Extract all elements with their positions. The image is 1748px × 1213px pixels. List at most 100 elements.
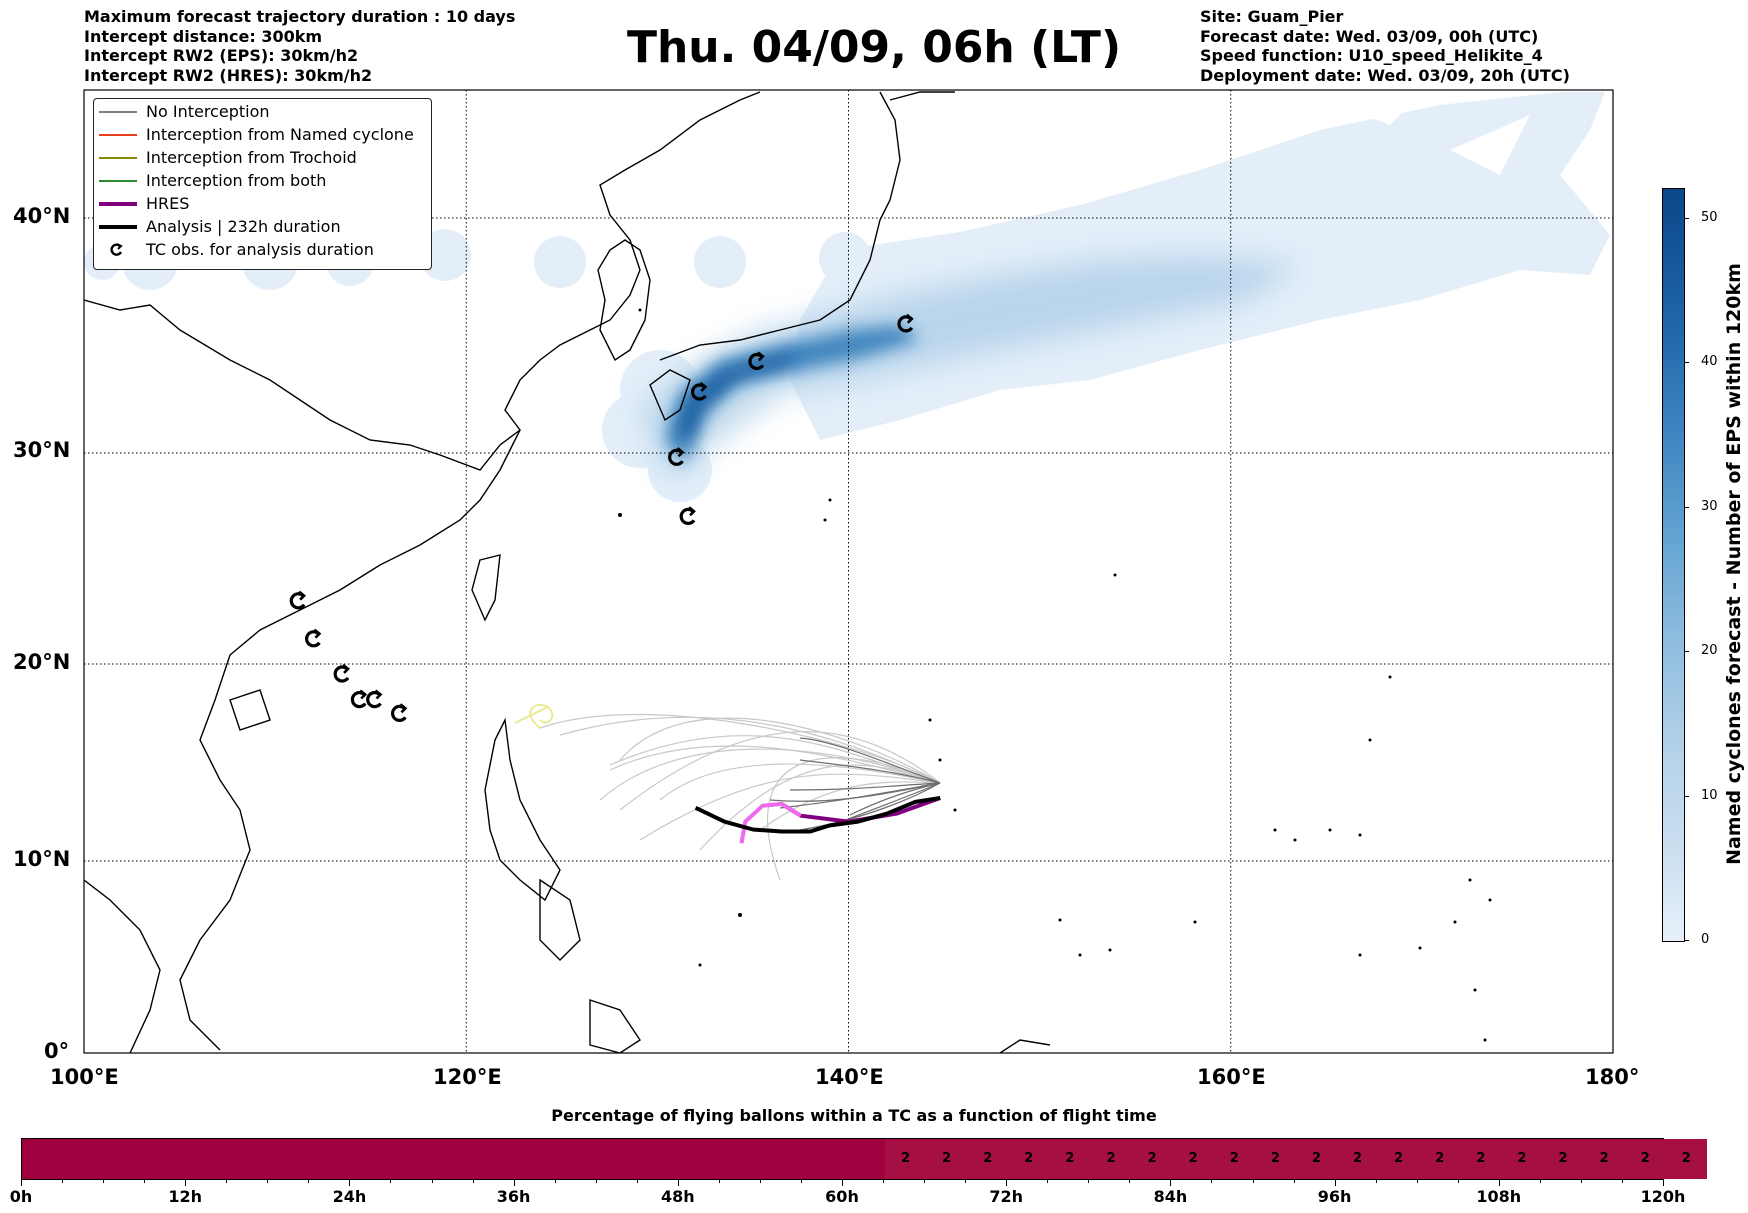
time-tick-label: 48h: [660, 1187, 695, 1206]
legend-swatch-no-interception: [99, 111, 137, 113]
time-tick-label: 72h: [989, 1187, 1024, 1206]
colorbar-label: Named cyclones forecast - Number of EPS …: [1723, 263, 1745, 865]
japan-kyushu: [649, 369, 691, 422]
time-tick-mark: [883, 1179, 885, 1183]
time-tick-mark: [431, 1179, 433, 1183]
colorbar-tick-mark: [1684, 940, 1689, 941]
colorbar-tick-mark: [1684, 362, 1689, 363]
time-tick-mark: [1211, 1179, 1213, 1183]
korea-coast: [597, 239, 651, 362]
percentage-cell: 2: [967, 1139, 1009, 1179]
japan-hokkaido: [889, 91, 955, 101]
header-left-line: Intercept distance: 300km: [84, 26, 323, 46]
time-tick-mark: [1293, 1179, 1295, 1183]
time-tick-mark: [62, 1179, 64, 1183]
colorbar: [1662, 188, 1685, 942]
envelope-gaps: [1350, 95, 1530, 175]
philippines-luzon: [484, 717, 561, 902]
cyclone-icon: [110, 243, 123, 256]
percentage-cell: 2: [1624, 1139, 1666, 1179]
percentage-cell: 2: [1378, 1139, 1420, 1179]
lat-tick: 0°: [44, 1039, 70, 1063]
trajectory-layer: [514, 704, 941, 881]
lon-tick: 180°: [1585, 1065, 1640, 1089]
legend-swatch-trochoid: [99, 157, 137, 159]
time-tick-mark: [1006, 1179, 1008, 1186]
percentage-cell: 2: [1501, 1139, 1543, 1179]
japan-honshu: [659, 91, 901, 361]
legend-label: HRES: [146, 194, 190, 213]
legend-swatch-hres: [99, 202, 137, 206]
time-tick-mark: [965, 1179, 967, 1183]
tc-obs-marker: [748, 351, 765, 371]
time-tick-mark: [144, 1179, 146, 1183]
analysis-track: [694, 796, 941, 834]
percentage-cell: 2: [1090, 1139, 1132, 1179]
time-tick-label: 24h: [332, 1187, 367, 1206]
time-tick-mark: [1457, 1179, 1459, 1183]
percentage-cell: 2: [1131, 1139, 1173, 1179]
colorbar-tick-mark: [1684, 218, 1689, 219]
ensemble-near-tracks: [769, 737, 941, 831]
yellow-tail-track: [514, 706, 549, 724]
lon-tick: 160°E: [1197, 1065, 1266, 1089]
time-tick-label: 36h: [496, 1187, 531, 1206]
map-legend: No Interception Interception from Named …: [93, 98, 432, 270]
time-tick-mark: [103, 1179, 105, 1183]
time-tick-mark: [267, 1179, 269, 1183]
colorbar-tick: 40: [1701, 354, 1718, 369]
time-tick-mark: [349, 1179, 351, 1186]
header-left-line: Maximum forecast trajectory duration : 1…: [84, 7, 516, 26]
time-tick-mark: [1498, 1179, 1500, 1186]
mainland-coast-south: [179, 429, 521, 1051]
time-tick-mark: [718, 1179, 720, 1183]
time-tick-label: 108h: [1476, 1187, 1522, 1206]
time-tick-label: 12h: [168, 1187, 203, 1206]
time-tick-mark: [513, 1179, 515, 1186]
tc-observations: [289, 313, 914, 722]
time-tick-mark: [390, 1179, 392, 1183]
tc-obs-marker: [691, 381, 708, 401]
time-tick-mark: [800, 1179, 802, 1183]
legend-item: Analysis | 232h duration: [94, 216, 431, 238]
legend-item: Interception from Named cyclone: [94, 124, 431, 146]
percentage-cell: 2: [885, 1139, 927, 1179]
lon-tick: 100°E: [50, 1065, 119, 1089]
legend-item: TC obs. for analysis duration: [94, 239, 431, 261]
time-tick-mark: [1047, 1179, 1049, 1183]
indonesia-coast: [589, 999, 641, 1053]
percentage-cell: 2: [1542, 1139, 1584, 1179]
tc-obs-marker: [350, 689, 368, 709]
time-tick-mark: [1088, 1179, 1090, 1183]
density-strong: [665, 325, 920, 465]
time-tick-label: 0h: [9, 1187, 33, 1206]
lat-tick: 20°N: [13, 650, 71, 674]
colorbar-tick: 20: [1701, 643, 1718, 658]
time-tick-mark: [1375, 1179, 1377, 1183]
gridlines: [84, 90, 1613, 1053]
time-tick-label: 60h: [825, 1187, 859, 1206]
time-tick-mark: [308, 1179, 310, 1183]
time-tick-mark: [185, 1179, 187, 1186]
colorbar-tick-mark: [1684, 507, 1689, 508]
time-tick-mark: [1334, 1179, 1336, 1186]
time-tick-mark: [554, 1179, 556, 1183]
colorbar-tick-mark: [1684, 651, 1689, 652]
lat-tick: 10°N: [13, 847, 71, 871]
colorbar-tick: 0: [1701, 932, 1710, 947]
time-tick-mark: [842, 1179, 843, 1186]
time-tick-mark: [677, 1179, 679, 1186]
percentage-cell: 2: [926, 1139, 968, 1179]
time-tick-mark: [1580, 1179, 1582, 1183]
lat-tick: 40°N: [13, 204, 71, 228]
legend-label: Interception from Trochoid: [146, 148, 357, 167]
philippines-mindanao: [539, 878, 581, 961]
colorbar-tick-mark: [1684, 796, 1689, 797]
legend-swatch-both: [99, 180, 137, 182]
map-frame: [83, 89, 1614, 1054]
percentage-cell: 2: [1008, 1139, 1050, 1179]
percentage-cell: 2: [1460, 1139, 1502, 1179]
tc-obs-marker: [366, 689, 383, 709]
header-left-line: Intercept RW2 (EPS): 30km/h2: [84, 46, 359, 65]
